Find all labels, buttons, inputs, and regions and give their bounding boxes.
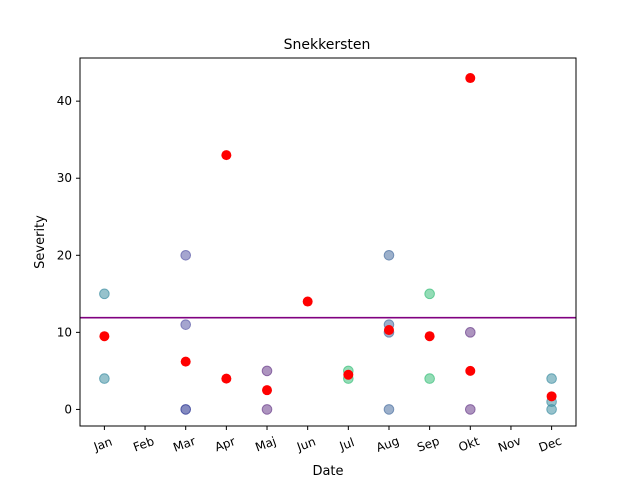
x-tick-label: Nov bbox=[496, 434, 523, 455]
x-tick-label: Jan bbox=[91, 434, 114, 454]
data-point bbox=[424, 331, 435, 342]
data-point bbox=[262, 385, 273, 396]
data-point bbox=[464, 404, 476, 415]
x-tick-label: Okt bbox=[457, 434, 482, 454]
data-point bbox=[180, 319, 192, 330]
data-point bbox=[99, 373, 110, 384]
data-point bbox=[261, 404, 273, 415]
data-point bbox=[99, 288, 110, 300]
data-point bbox=[546, 391, 557, 402]
data-point bbox=[180, 249, 192, 261]
data-point bbox=[302, 296, 313, 307]
data-point bbox=[383, 325, 394, 336]
y-tick-label: 30 bbox=[57, 171, 72, 185]
data-point bbox=[221, 373, 232, 384]
y-axis-title: Severity bbox=[33, 215, 48, 269]
x-axis: Jan Feb Mar Apr Maj Jun Jul Aug Sep Okt Nov Dec bbox=[91, 426, 564, 455]
data-point bbox=[465, 365, 476, 376]
data-point bbox=[221, 150, 232, 161]
data-point bbox=[383, 249, 395, 261]
x-tick-label: Sep bbox=[415, 434, 441, 455]
data-point bbox=[465, 73, 476, 84]
data-point bbox=[546, 404, 557, 415]
data-point bbox=[424, 373, 435, 384]
y-tick-label: 0 bbox=[64, 402, 72, 416]
data-point bbox=[261, 365, 273, 377]
x-tick-label: Maj bbox=[253, 434, 278, 454]
y-tick-label: 10 bbox=[57, 325, 72, 339]
marks-layer bbox=[80, 73, 576, 415]
data-point bbox=[424, 288, 435, 300]
chart-title: Snekkersten bbox=[284, 37, 371, 53]
y-axis: 0 10 20 30 40 bbox=[57, 94, 80, 416]
x-tick-label: Mar bbox=[171, 434, 197, 455]
plot-frame bbox=[79, 57, 577, 427]
data-point bbox=[343, 369, 354, 380]
x-tick-label: Jun bbox=[294, 434, 317, 454]
x-tick-label: Dec bbox=[537, 434, 564, 455]
data-point bbox=[464, 327, 476, 338]
y-tick-label: 40 bbox=[57, 94, 72, 108]
y-tick-label: 20 bbox=[57, 248, 72, 262]
data-point bbox=[180, 404, 192, 415]
x-tick-label: Apr bbox=[213, 434, 237, 454]
x-tick-label: Feb bbox=[131, 434, 156, 454]
x-tick-label: Aug bbox=[374, 434, 401, 455]
x-tick-label: Jul bbox=[337, 435, 356, 453]
x-axis-title: Date bbox=[312, 464, 343, 479]
data-point bbox=[180, 356, 191, 367]
data-point bbox=[383, 404, 395, 415]
data-point bbox=[99, 331, 110, 342]
data-point bbox=[546, 373, 557, 384]
